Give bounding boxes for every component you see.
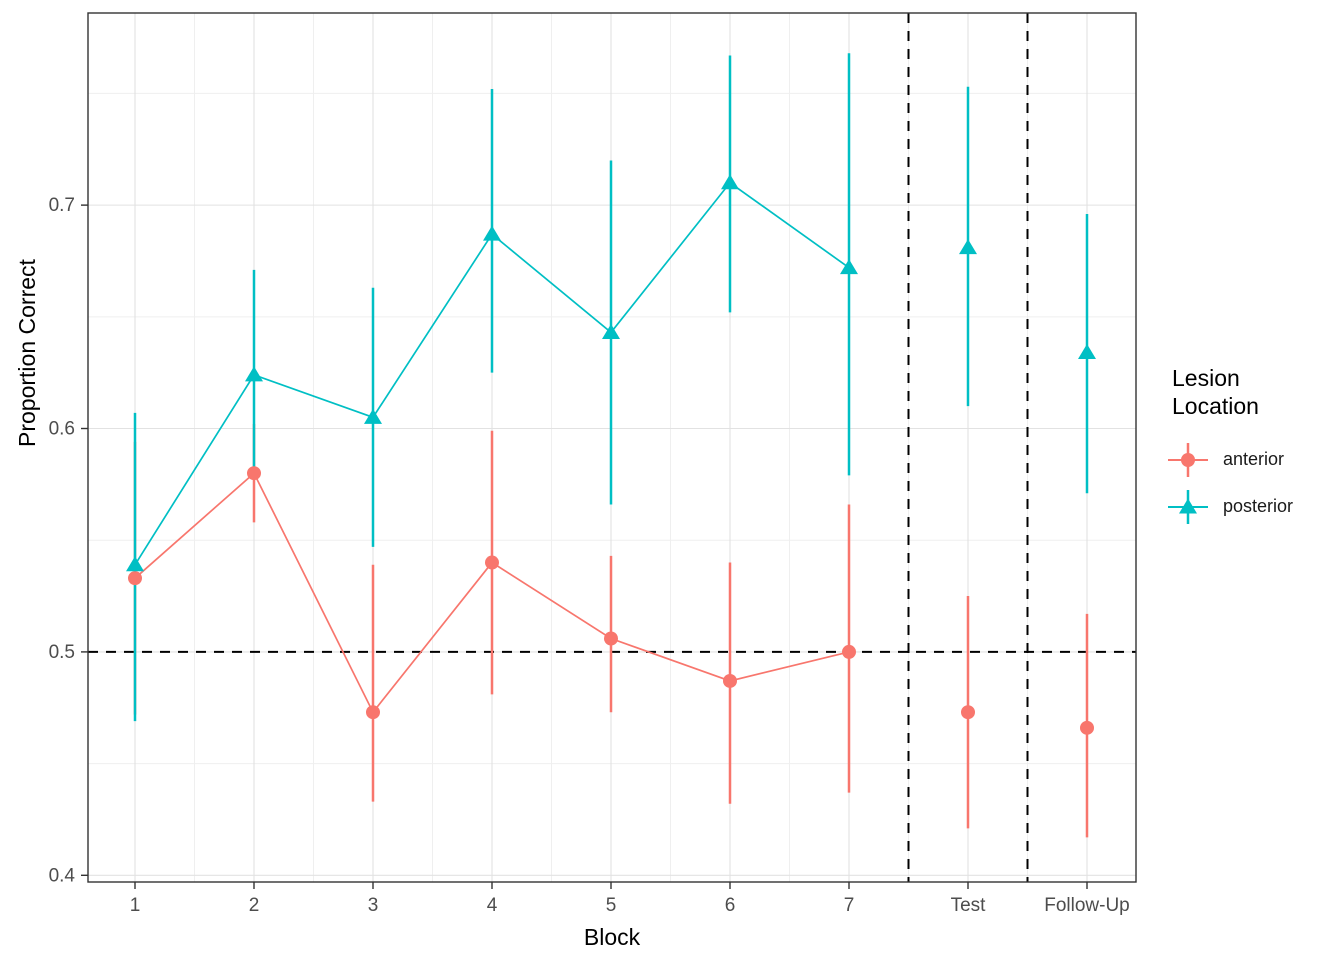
legend-key-part xyxy=(1181,452,1195,467)
data-point-anterior xyxy=(842,644,856,659)
data-point-anterior xyxy=(604,631,618,646)
legend-title-line2: Location xyxy=(1172,393,1259,420)
panel-border xyxy=(87,12,1137,883)
x-tick-label: 4 xyxy=(487,895,498,916)
y-tick-label: 0.4 xyxy=(49,865,76,886)
data-point-anterior xyxy=(128,571,142,586)
data-point-anterior xyxy=(247,466,261,481)
x-axis-title-text: Block xyxy=(583,924,641,950)
circle-legend-key-icon xyxy=(1168,442,1208,477)
data-point-posterior xyxy=(126,556,144,572)
legend-items: anterior posterior xyxy=(1166,436,1344,530)
data-point-posterior xyxy=(483,225,501,241)
legend-item-label: anterior xyxy=(1223,449,1285,470)
data-point-posterior xyxy=(245,366,263,382)
data-point-anterior xyxy=(961,705,975,720)
data-point-posterior xyxy=(840,259,858,275)
data-point-posterior xyxy=(721,174,739,190)
legend-title: Lesion Location xyxy=(1172,364,1344,420)
y-tick-label: 0.5 xyxy=(49,642,75,663)
legend-item-posterior: posterior xyxy=(1166,483,1344,530)
legend-title-line1: Lesion xyxy=(1172,365,1240,391)
data-point-posterior xyxy=(364,408,382,424)
y-tick-label: 0.6 xyxy=(49,419,75,440)
x-tick-label: 6 xyxy=(725,895,736,916)
y-axis-title-text: Proportion Correct xyxy=(14,259,40,447)
data-point-posterior xyxy=(959,239,977,255)
data-point-posterior xyxy=(1078,344,1096,360)
legend: Lesion Location anterior posterior xyxy=(1166,364,1344,530)
data-point-anterior xyxy=(485,555,499,570)
x-tick-label: 5 xyxy=(606,895,617,916)
legend-key-part xyxy=(1179,498,1197,514)
legend-item-anterior: anterior xyxy=(1166,436,1344,483)
x-tick-label: 3 xyxy=(368,895,379,916)
x-axis-title: Block xyxy=(88,924,1136,951)
x-tick-label: 2 xyxy=(249,895,260,916)
triangle-legend-key-icon xyxy=(1168,489,1208,524)
data-point-anterior xyxy=(723,673,737,688)
data-point-posterior xyxy=(602,323,620,339)
x-tick-label: 1 xyxy=(130,895,141,916)
data-point-anterior xyxy=(366,705,380,720)
x-tick-label: 7 xyxy=(844,895,855,916)
x-tick-label: Test xyxy=(951,895,987,916)
x-tick-label: Follow-Up xyxy=(1044,895,1130,916)
legend-item-label: posterior xyxy=(1223,496,1294,517)
y-tick-label: 0.7 xyxy=(49,195,75,216)
data-point-anterior xyxy=(1080,720,1094,735)
